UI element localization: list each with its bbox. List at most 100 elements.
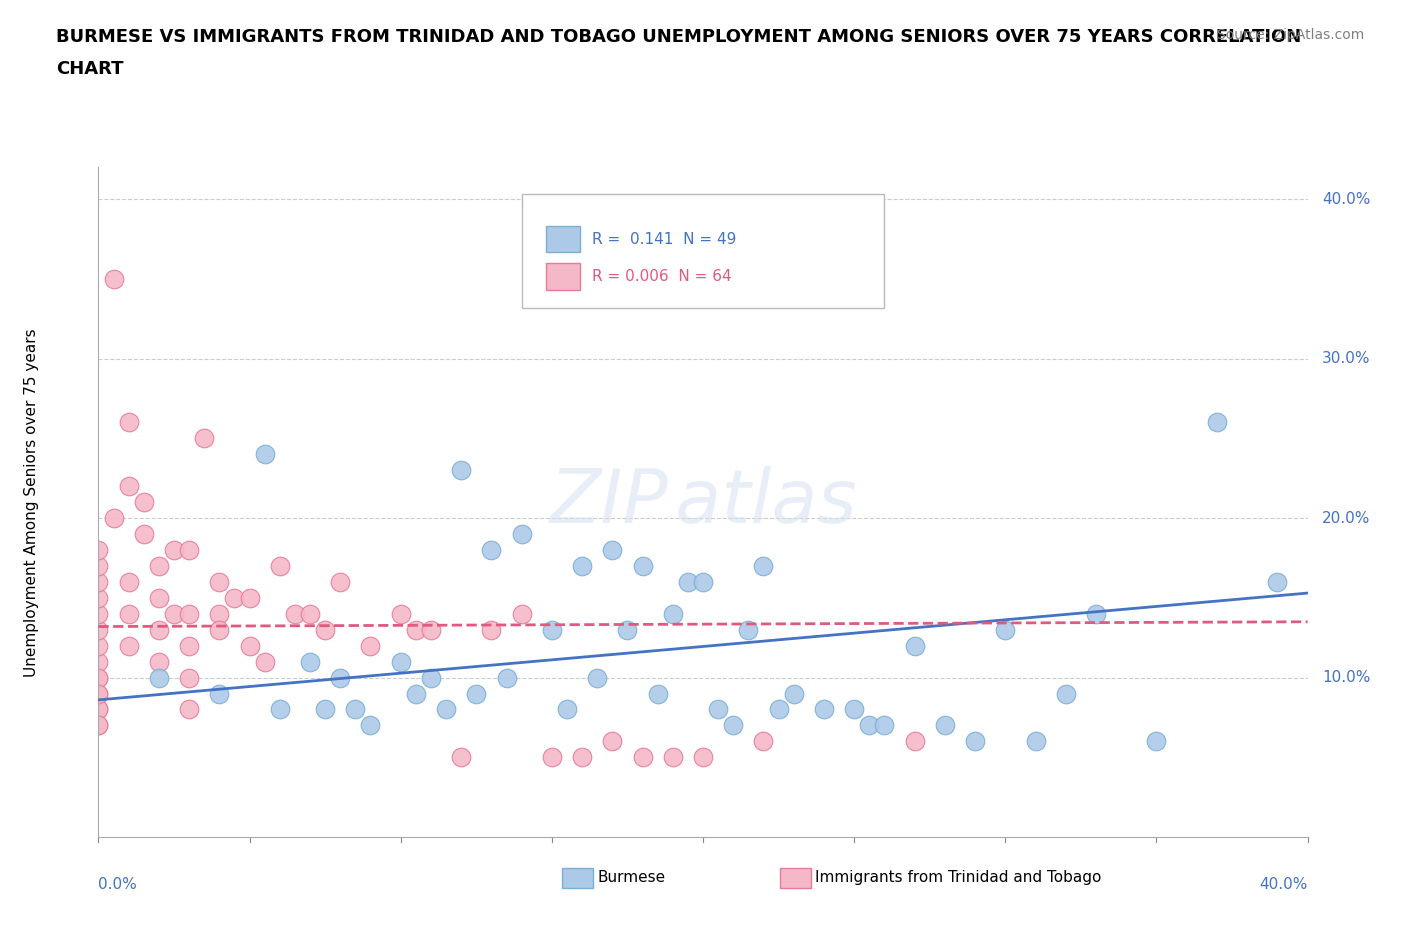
Point [87, 542, 110, 557]
Point [1206, 415, 1229, 430]
Point [269, 702, 291, 717]
Point [481, 622, 503, 637]
Point [450, 463, 472, 478]
Point [389, 606, 412, 621]
Point [344, 702, 367, 717]
Text: BURMESE VS IMMIGRANTS FROM TRINIDAD AND TOBAGO UNEMPLOYMENT AMONG SENIORS OVER 7: BURMESE VS IMMIGRANTS FROM TRINIDAD AND … [56, 28, 1302, 46]
Point [692, 750, 714, 764]
Bar [546, 263, 579, 289]
Point [419, 622, 441, 637]
Point [1054, 686, 1077, 701]
Point [1085, 606, 1108, 621]
Point [299, 606, 322, 621]
Point [208, 686, 231, 701]
Point [676, 575, 699, 590]
Point [148, 654, 170, 669]
Point [132, 495, 155, 510]
Point [540, 750, 562, 764]
Point [495, 671, 517, 685]
Point [87, 686, 110, 701]
Point [177, 702, 201, 717]
Point [118, 479, 141, 494]
Text: Source: ZipAtlas.com: Source: ZipAtlas.com [1216, 28, 1364, 42]
Point [904, 734, 927, 749]
Point [163, 542, 186, 557]
Point [737, 622, 759, 637]
Text: R =  0.141  N = 49: R = 0.141 N = 49 [592, 232, 737, 246]
Point [661, 750, 683, 764]
Point [360, 718, 382, 733]
Point [314, 702, 336, 717]
Point [540, 622, 562, 637]
Point [239, 591, 262, 605]
Point [177, 542, 201, 557]
Point [284, 606, 307, 621]
Point [87, 591, 110, 605]
Point [782, 686, 804, 701]
Point [87, 575, 110, 590]
Point [813, 702, 835, 717]
FancyBboxPatch shape [522, 194, 884, 308]
Point [616, 622, 638, 637]
Point [87, 622, 110, 637]
Text: Burmese: Burmese [598, 870, 665, 885]
Point [510, 606, 533, 621]
Point [118, 638, 141, 653]
Text: 0.0%: 0.0% [98, 877, 138, 892]
Point [571, 559, 593, 574]
Point [329, 671, 352, 685]
Point [103, 272, 125, 286]
Point [208, 606, 231, 621]
Point [239, 638, 262, 653]
Point [631, 750, 654, 764]
Point [193, 431, 215, 445]
Point [510, 526, 533, 541]
Point [148, 591, 170, 605]
Point [1265, 575, 1288, 590]
Point [602, 542, 624, 557]
Point [586, 671, 609, 685]
Point [208, 575, 231, 590]
Point [269, 559, 291, 574]
Point [465, 686, 488, 701]
Point [965, 734, 987, 749]
Point [768, 702, 790, 717]
Text: R = 0.006  N = 64: R = 0.006 N = 64 [592, 269, 731, 284]
Point [450, 750, 472, 764]
Point [87, 671, 110, 685]
Point [132, 526, 155, 541]
Point [994, 622, 1017, 637]
Point [253, 654, 276, 669]
Point [177, 606, 201, 621]
Point [87, 718, 110, 733]
Point [177, 638, 201, 653]
Point [602, 734, 624, 749]
Point [631, 559, 654, 574]
Point [87, 671, 110, 685]
Point [555, 702, 578, 717]
Point [752, 559, 775, 574]
Point [434, 702, 457, 717]
Point [208, 622, 231, 637]
Text: Immigrants from Trinidad and Tobago: Immigrants from Trinidad and Tobago [815, 870, 1102, 885]
Point [873, 718, 896, 733]
Point [224, 591, 246, 605]
Point [87, 718, 110, 733]
Point [1024, 734, 1046, 749]
Point [692, 575, 714, 590]
Point [707, 702, 730, 717]
Point [934, 718, 956, 733]
Point [360, 638, 382, 653]
Point [405, 686, 427, 701]
Point [148, 671, 170, 685]
Point [87, 686, 110, 701]
Point [87, 702, 110, 717]
Point [904, 638, 927, 653]
Point [419, 671, 441, 685]
Text: 40.0%: 40.0% [1260, 877, 1308, 892]
Point [87, 559, 110, 574]
Point [87, 654, 110, 669]
Point [148, 559, 170, 574]
Bar [546, 226, 579, 252]
Text: CHART: CHART [56, 60, 124, 78]
